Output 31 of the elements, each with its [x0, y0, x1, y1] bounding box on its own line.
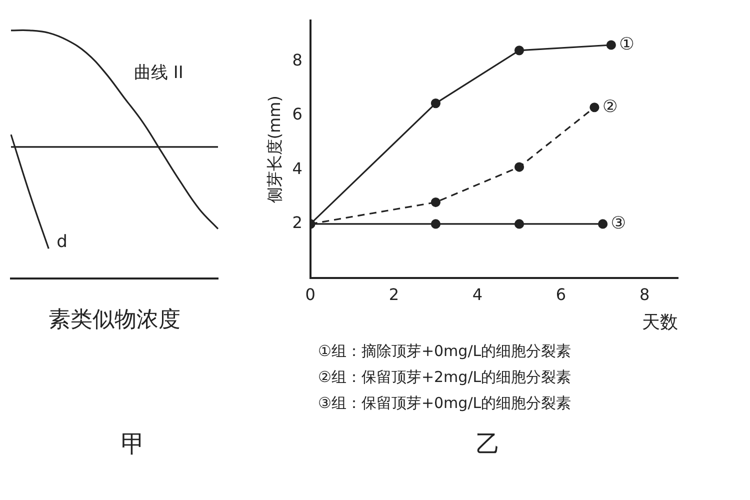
- point: [514, 219, 524, 229]
- text: ②组：保留顶芽+2mg/L的细胞分裂素: [318, 367, 572, 388]
- y-tick-label: 6: [292, 104, 302, 124]
- point: [430, 98, 441, 108]
- y-axis-title: 侧芽长度(mm): [264, 96, 284, 204]
- point: [430, 219, 441, 229]
- y-tick-label: 2: [292, 213, 302, 232]
- series-label: ②: [602, 96, 618, 117]
- point: [590, 102, 600, 112]
- series-label: ③: [610, 213, 626, 234]
- series-label: d: [56, 232, 68, 252]
- x-axis-title: 素类似物浓度: [48, 308, 180, 333]
- point: [514, 46, 524, 56]
- x-tick-label: 0: [305, 284, 316, 304]
- point: [598, 219, 608, 229]
- text: ③组：保留顶芽+0mg/L的细胞分裂素: [318, 393, 572, 414]
- series-label: 曲线 II: [134, 62, 184, 83]
- x-tick-label: 6: [556, 284, 566, 304]
- text: 乙: [475, 429, 501, 460]
- y-tick-label: 4: [292, 158, 302, 178]
- text: 甲: [120, 429, 146, 460]
- x-axis-title: 天数: [642, 312, 678, 333]
- text: ①组：摘除顶芽+0mg/L的细胞分裂素: [318, 341, 572, 362]
- series-label: ①: [619, 34, 634, 54]
- x-tick-label: 8: [639, 284, 650, 304]
- point: [514, 162, 524, 172]
- x-tick-label: 2: [388, 284, 400, 304]
- point: [606, 40, 616, 50]
- y-tick-label: 8: [292, 50, 302, 70]
- x-tick-label: 4: [472, 284, 483, 304]
- point: [430, 197, 441, 208]
